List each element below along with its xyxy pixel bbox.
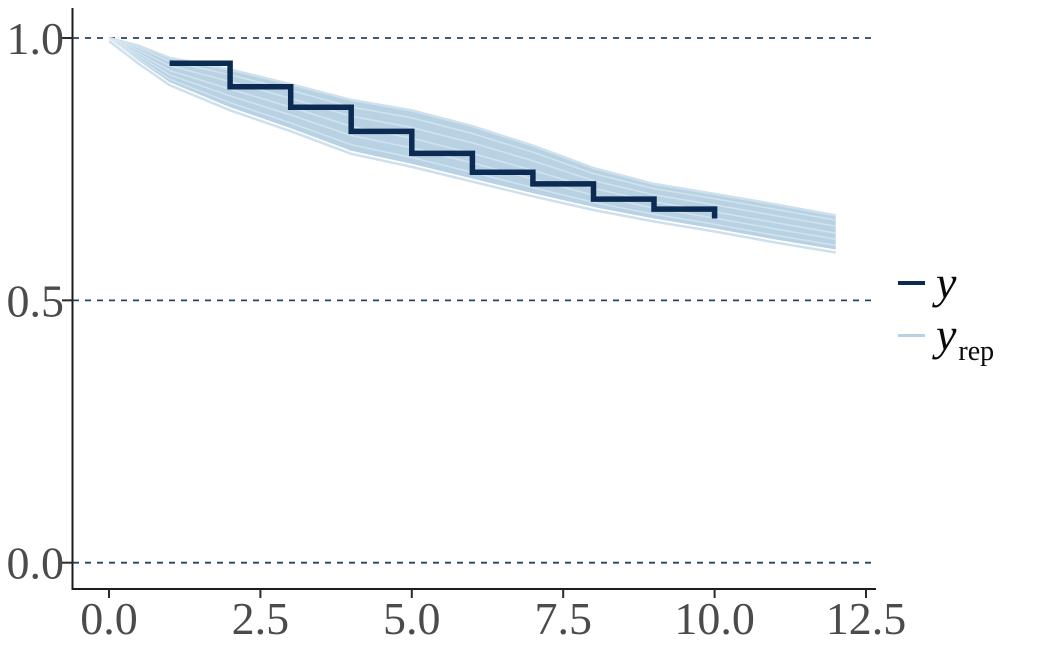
- x-tick-label: 12.5: [826, 593, 907, 644]
- x-tick-label: 7.5: [534, 593, 592, 644]
- km-step-path: [169, 60, 718, 219]
- yrep-line-swatch: [898, 333, 925, 337]
- yrep-band: [108, 36, 836, 254]
- x-tick-labels: 0.0 2.5 5.0 7.5 10.0 12.5: [80, 593, 906, 644]
- y-tick-label: 0.0: [7, 538, 65, 589]
- legend: y yrep: [898, 258, 994, 366]
- axes: [71, 8, 876, 590]
- yrep-band-fill: [109, 38, 836, 250]
- legend-entry-yrep: yrep: [898, 309, 994, 366]
- y-tick-label: 1.0: [7, 13, 65, 64]
- y-tick-label: 0.5: [7, 275, 65, 326]
- gridlines: [73, 37, 875, 564]
- y-line-swatch: [898, 281, 925, 285]
- yrep-streak-4: [108, 37, 836, 247]
- legend-label-y: y: [936, 257, 957, 308]
- x-tick-label: 0.0: [80, 593, 138, 644]
- legend-label-yrep-base: y: [936, 309, 957, 360]
- km-step-line: [169, 60, 718, 219]
- tick-marks: [62, 37, 867, 598]
- y-tick-labels: 0.0 0.5 1.0: [7, 13, 65, 589]
- yrep-streak-1: [108, 37, 836, 228]
- legend-entry-y: y: [898, 258, 992, 308]
- x-tick-label: 5.0: [383, 593, 441, 644]
- legend-label-yrep-subscript: rep: [958, 336, 995, 367]
- x-tick-label: 2.5: [232, 593, 290, 644]
- yrep-band-top-edge: [108, 36, 836, 217]
- yrep-band-bottom-fringe: [108, 40, 836, 254]
- x-tick-label: 10.0: [674, 593, 755, 644]
- legend-label-yrep: yrep: [936, 309, 994, 366]
